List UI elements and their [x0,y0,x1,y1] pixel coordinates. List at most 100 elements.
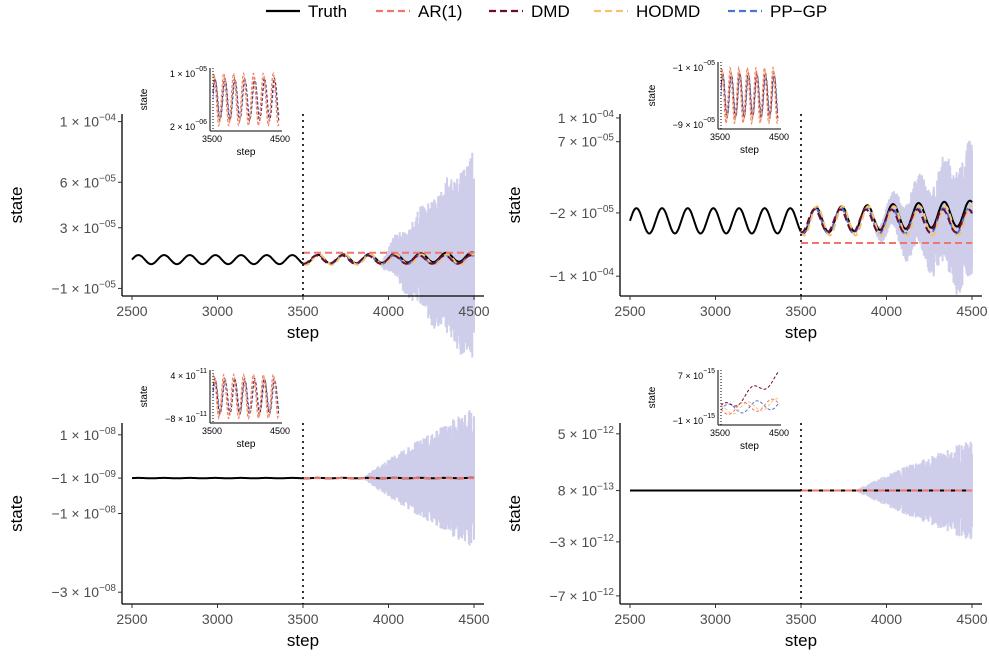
inset-y-axis-title: state [139,88,150,110]
inset-y-tick-label: −1 × 10−15 [673,413,716,426]
y-tick-label: 1 × 10−08 [60,426,117,443]
inset-line [212,375,280,418]
inset-y-tick-label: 7 × 10−15 [678,368,715,381]
x-tick-label: 3500 [785,303,816,319]
dmd-line [302,254,475,265]
y-tick-label: −1 × 10−05 [52,279,117,296]
inset-line [212,79,280,120]
y-tick-label: 3 × 10−05 [60,219,117,236]
y-tick-label: −3 × 10−08 [52,583,117,600]
inset-y-axis-title: state [139,385,150,407]
inset-x-tick-label: 3500 [710,428,730,438]
x-tick-label: 4500 [458,303,489,319]
hodmd-line [302,253,475,266]
y-axis-title: state [7,495,26,532]
inset-y-tick-label: 2 × 10−06 [170,119,207,132]
x-tick-label: 2500 [116,303,147,319]
legend-item-ppgp: PP−GP [728,2,827,21]
inset-bottom-left: 3500 4500 4 × 10−11 −8 × 10−11 step state [139,368,290,450]
inset-line [720,65,779,126]
x-tick-label: 4500 [956,611,987,627]
y-axis-title: state [7,187,26,224]
legend-label: DMD [531,2,570,21]
ppgp-line [800,207,973,235]
x-tick-label: 4000 [871,611,902,627]
x-tick-label: 3500 [287,611,318,627]
inset-x-tick-label: 3500 [710,132,730,142]
inset-x-axis-title: step [237,439,256,450]
y-tick-label: −7 × 10−12 [550,587,615,604]
dmd-line [800,208,973,234]
inset-line [720,398,779,415]
legend-item-dmd: DMD [489,2,570,21]
x-axis-title: step [287,631,319,650]
inset-top-right: 3500 4500 −1 × 10−05 −9 × 10−05 step state [647,60,789,156]
panel-bottom-left: 2500 3000 3500 4000 4500 −3 × 10−08 −1 × 10−08… [7,368,490,650]
inset-x-tick-label: 4500 [270,134,290,144]
legend-label: Truth [308,2,347,21]
panel-bottom-right: 2500 3000 3500 4000 4500 −7 × 10−12 −3 × 10−12… [505,368,988,650]
inset-y-tick-label: −9 × 10−05 [673,117,716,130]
panel-top-left: 2500 3000 3500 4000 4500 −1 × 10−05 3 × 10−05 6… [7,66,490,358]
inset-y-tick-label: −1 × 10−05 [673,60,716,73]
inset-x-tick-label: 3500 [202,134,222,144]
legend-label: HODMD [636,2,700,21]
panel-top-right: 2500 3000 3500 4000 4500 −1 × 10−04 −2 × 10−05… [505,60,988,342]
legend-label: PP−GP [770,2,827,21]
y-tick-label: 5 × 10−12 [558,425,615,442]
inset-line [212,377,280,416]
inset-line [212,372,280,420]
inset-y-axis-title: state [647,386,658,408]
y-tick-label: −1 × 10−08 [52,505,117,522]
inset-line [720,73,779,118]
x-tick-label: 3000 [202,611,233,627]
inset-top-left: 3500 4500 1 × 10−05 2 × 10−06 step state [139,66,290,158]
y-tick-label: 1 × 10−04 [558,109,615,126]
inset-y-tick-label: 4 × 10−11 [170,368,207,381]
legend-label: AR(1) [418,2,462,21]
legend-item-truth: Truth [266,2,347,21]
y-tick-label: 6 × 10−05 [60,173,117,190]
x-tick-label: 3000 [700,303,731,319]
x-tick-label: 4000 [373,611,404,627]
legend-item-hodmd: HODMD [594,2,700,21]
y-tick-label: −2 × 10−05 [550,204,615,221]
inset-x-axis-title: step [740,441,759,452]
inset-line [720,71,779,120]
x-tick-label: 2500 [116,611,147,627]
x-tick-label: 3500 [287,303,318,319]
x-axis-title: step [785,323,817,342]
inset-y-tick-label: −8 × 10−11 [165,411,207,424]
y-tick-label: −1 × 10−04 [550,267,615,284]
y-tick-label: −1 × 10−09 [52,469,117,486]
x-tick-label: 2500 [614,611,645,627]
inset-line [720,68,778,123]
x-tick-label: 4000 [373,303,404,319]
legend: Truth AR(1) DMD HODMD PP−GP [266,2,827,21]
legend-item-ar1: AR(1) [376,2,462,21]
y-tick-label: −3 × 10−12 [550,533,615,550]
uncertainty-band [868,140,973,295]
y-tick-label: 1 × 10−04 [60,113,117,130]
inset-line [720,398,779,415]
inset-y-axis-title: state [647,84,658,106]
y-axis-title: state [505,495,524,532]
inset-x-axis-title: step [237,147,256,158]
y-tick-label: 8 × 10−13 [558,482,615,499]
inset-line [212,71,280,128]
x-axis-title: step [287,323,319,342]
inset-x-tick-label: 3500 [202,426,222,436]
x-axis-title: step [785,631,817,650]
x-tick-label: 2500 [614,303,645,319]
x-tick-label: 3000 [700,611,731,627]
inset-line [720,400,779,414]
inset-x-tick-label: 4500 [769,132,789,142]
inset-y-tick-label: 1 × 10−05 [170,66,207,79]
inset-x-tick-label: 4500 [769,428,789,438]
hodmd-line [800,205,973,237]
x-tick-label: 4000 [871,303,902,319]
x-tick-label: 3000 [202,303,233,319]
inset-line [720,372,779,407]
inset-x-axis-title: step [740,145,759,156]
